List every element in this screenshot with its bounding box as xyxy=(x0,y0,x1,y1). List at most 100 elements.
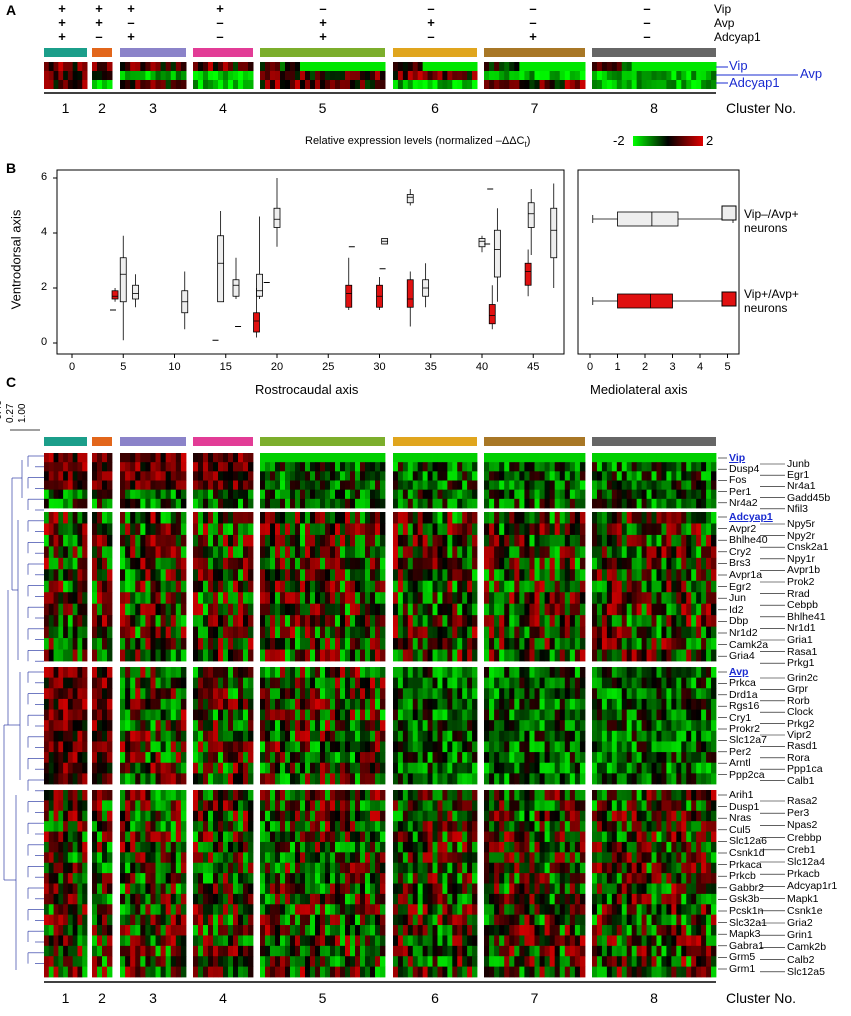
heat-cell xyxy=(706,498,712,509)
heat-cell xyxy=(44,453,50,463)
heat-cell xyxy=(97,71,103,80)
heat-cell xyxy=(330,557,336,570)
heat-cell xyxy=(175,615,182,628)
heat-cell xyxy=(494,453,500,463)
heat-cell xyxy=(120,667,126,679)
heat-cell xyxy=(67,80,74,89)
heat-cell xyxy=(646,638,652,650)
heat-cell xyxy=(509,498,515,509)
heat-cell xyxy=(616,720,623,732)
heat-cell xyxy=(462,546,468,559)
heat-cell xyxy=(285,592,291,605)
heat-cell xyxy=(203,688,209,700)
heat-cell xyxy=(579,709,586,721)
heat-cell xyxy=(203,453,209,463)
heat-cell xyxy=(514,80,520,89)
heat-cell xyxy=(596,688,603,700)
heat-cell xyxy=(92,810,98,822)
heat-cell xyxy=(681,677,687,689)
cluster-color-bar xyxy=(393,437,477,446)
heat-cell xyxy=(280,546,286,559)
heat-cell xyxy=(616,709,623,721)
heat-cell xyxy=(472,720,478,732)
heat-cell xyxy=(130,790,136,801)
heat-cell xyxy=(656,580,662,593)
heat-cell xyxy=(559,471,566,481)
heat-cell xyxy=(290,557,296,570)
heat-cell xyxy=(686,603,692,616)
heat-cell xyxy=(82,649,88,662)
heat-cell xyxy=(397,557,404,570)
heat-cell xyxy=(228,649,234,662)
heat-cell xyxy=(437,649,443,662)
heat-cell xyxy=(447,688,453,700)
heat-cell xyxy=(145,462,151,472)
heat-cell xyxy=(402,626,409,639)
heat-cell xyxy=(260,615,266,628)
heat-cell xyxy=(63,471,69,481)
heat-cell xyxy=(280,489,286,500)
heat-cell xyxy=(350,649,356,662)
heat-cell xyxy=(380,615,386,628)
heat-cell xyxy=(539,592,545,605)
heat-cell xyxy=(457,512,463,524)
sign-cell: – xyxy=(216,15,224,30)
heat-cell xyxy=(417,546,424,559)
heat-cell xyxy=(711,720,717,732)
heat-cell xyxy=(529,80,535,89)
heat-cell xyxy=(305,80,311,89)
heat-cell xyxy=(165,925,172,936)
heat-cell xyxy=(559,71,566,80)
heat-cell xyxy=(150,790,156,801)
heat-cell xyxy=(175,569,182,582)
heat-cell xyxy=(544,709,551,721)
heat-cell xyxy=(243,638,249,650)
heat-cell xyxy=(325,480,331,491)
heat-cell xyxy=(213,453,219,463)
heat-cell xyxy=(462,626,468,639)
box xyxy=(232,279,240,297)
heat-cell xyxy=(208,667,214,679)
heat-cell xyxy=(97,956,103,968)
heat-cell xyxy=(681,512,687,524)
heat-cell xyxy=(233,62,239,71)
heat-cell xyxy=(243,790,249,801)
heat-cell xyxy=(606,523,613,536)
heat-cell xyxy=(295,546,301,559)
heat-cell xyxy=(238,688,244,700)
heat-cell xyxy=(686,569,692,582)
heat-cell xyxy=(393,498,399,509)
heat-cell xyxy=(606,741,613,753)
heat-cell xyxy=(509,80,515,89)
heat-cell xyxy=(335,720,341,732)
heat-cell xyxy=(125,831,131,843)
sign-cell: – xyxy=(643,29,651,44)
heat-cell xyxy=(601,512,608,524)
heat-cell xyxy=(519,615,525,628)
heat-cell xyxy=(544,603,551,616)
heat-cell xyxy=(130,752,136,764)
heat-cell xyxy=(499,626,505,639)
heat-cell xyxy=(125,935,131,947)
heat-cell xyxy=(233,626,239,639)
heat-cell xyxy=(107,71,113,80)
heat-cell xyxy=(265,580,271,593)
heat-cell xyxy=(554,592,561,605)
heat-cell xyxy=(107,677,113,689)
heat-cell xyxy=(447,603,453,616)
heat-cell xyxy=(621,546,628,559)
heat-cell xyxy=(170,649,177,662)
heat-cell xyxy=(696,498,702,509)
heat-cell xyxy=(140,489,146,500)
heat-cell xyxy=(213,580,219,593)
heat-cell xyxy=(260,677,266,689)
heat-cell xyxy=(393,773,399,785)
heat-cell xyxy=(44,730,50,742)
heat-cell xyxy=(140,956,146,968)
heat-cell xyxy=(203,852,209,864)
heat-cell xyxy=(180,534,187,547)
heat-cell xyxy=(130,966,136,978)
heat-cell xyxy=(402,730,409,742)
heat-cell xyxy=(102,956,108,968)
heat-cell xyxy=(621,603,628,616)
